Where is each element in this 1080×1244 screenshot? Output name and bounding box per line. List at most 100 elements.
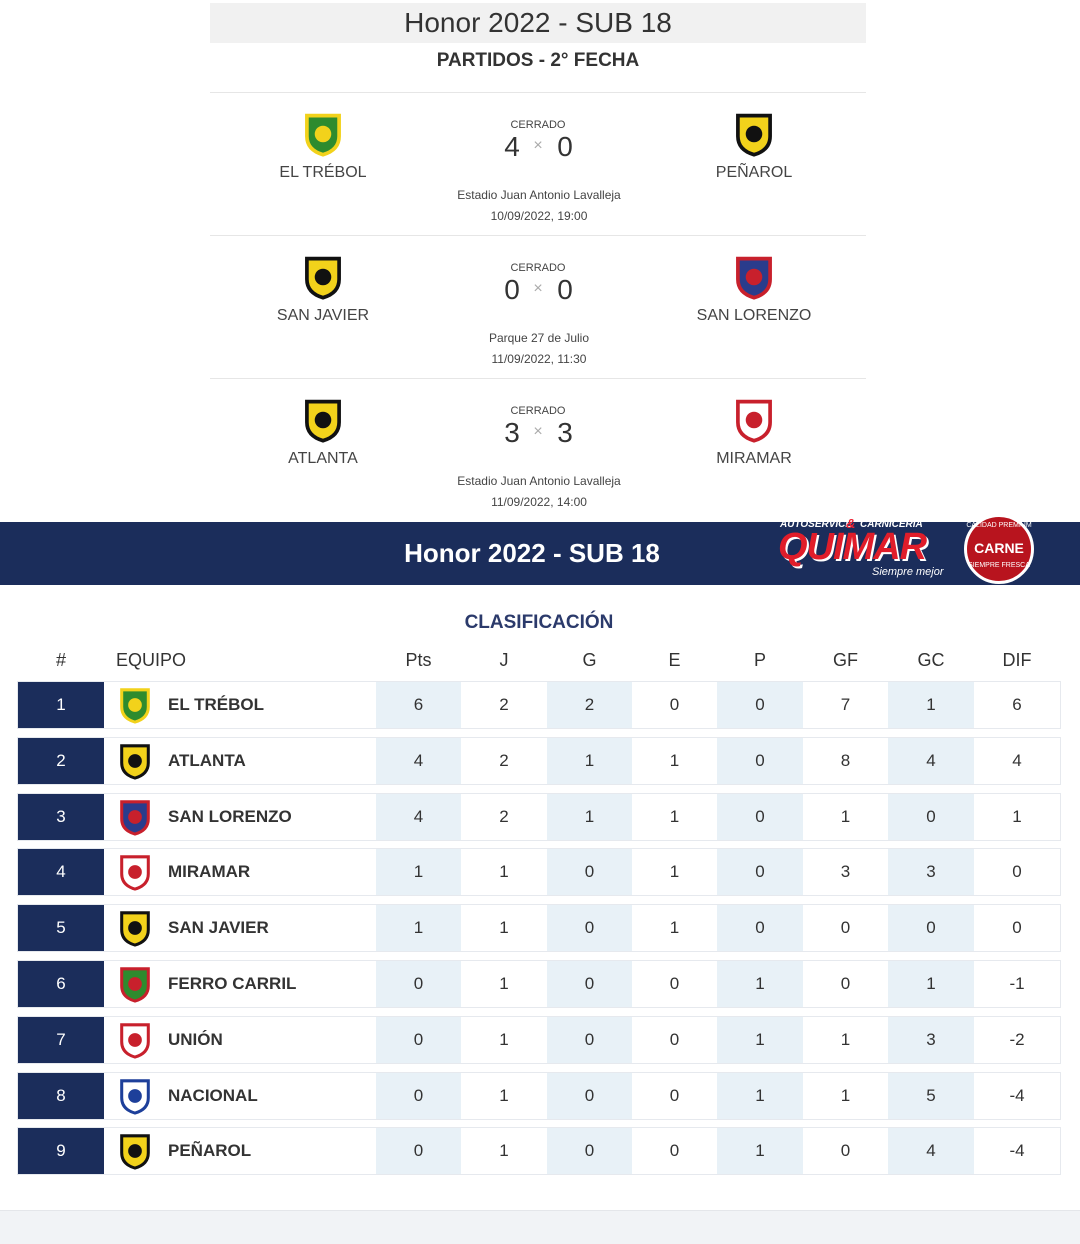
stat: 0 <box>840 974 851 993</box>
team-name: EL TRÉBOL <box>168 695 265 714</box>
stat: 0 <box>669 1029 680 1049</box>
stat: 1 <box>1012 806 1022 826</box>
stat: 1 <box>499 862 509 882</box>
match-status: CERRADO <box>510 405 566 417</box>
stat: 2 <box>499 750 509 770</box>
seal <box>964 514 1034 584</box>
column-header: P <box>753 650 766 670</box>
stat: 1 <box>717 1016 803 1063</box>
stat: 0 <box>717 682 803 728</box>
position: 5 <box>18 905 104 952</box>
match-status: CERRADO <box>510 119 566 131</box>
home-team: ATLANTA <box>288 450 358 467</box>
stat: 0 <box>669 974 680 993</box>
team-crest <box>736 256 772 300</box>
stat: 2 <box>547 682 632 728</box>
stat: -4 <box>1009 1141 1025 1161</box>
sponsor-name: QUIMAR <box>778 526 927 568</box>
stat: 2 <box>499 695 509 714</box>
stat: 4 <box>1012 750 1022 770</box>
stat: 0 <box>547 961 632 1007</box>
stat: 2 <box>499 806 509 826</box>
stat: 6 <box>376 682 461 728</box>
team-crest <box>120 1078 150 1115</box>
position: 4 <box>18 849 104 896</box>
stat: 0 <box>717 905 803 952</box>
away-score: 0 <box>557 131 573 162</box>
row-frame <box>18 737 1060 784</box>
team-crest <box>305 113 341 157</box>
stat: 0 <box>840 918 851 938</box>
column-header: E <box>668 650 681 670</box>
stat: 0 <box>547 905 632 952</box>
table-title: CLASIFICACIÓN <box>464 612 614 633</box>
team-crest <box>120 911 150 947</box>
position: 7 <box>18 1016 104 1063</box>
stat: 3 <box>840 862 851 882</box>
column-header: J <box>499 650 509 670</box>
row-frame <box>18 849 1060 896</box>
stat: 0 <box>547 1128 632 1175</box>
sponsor-amp: & <box>846 516 856 531</box>
stat: 1 <box>717 1072 803 1119</box>
stat: 0 <box>840 1141 851 1161</box>
stat: 8 <box>840 750 851 770</box>
stat: 3 <box>888 849 974 896</box>
position: 8 <box>18 1072 104 1119</box>
team-crest <box>120 799 150 836</box>
team-name: MIRAMAR <box>168 862 251 882</box>
home-team: SAN JAVIER <box>276 307 370 324</box>
stat: 1 <box>669 750 680 770</box>
row-frame <box>18 961 1060 1007</box>
stat: 0 <box>1012 918 1022 938</box>
stat: 1 <box>669 918 680 938</box>
stat: 1 <box>717 961 803 1007</box>
stat: 4 <box>376 737 461 784</box>
stat: 1 <box>840 1029 851 1049</box>
stat: 0 <box>376 1128 461 1175</box>
stat: 7 <box>840 695 851 714</box>
stat: 1 <box>499 1085 509 1105</box>
team-crest <box>736 399 772 443</box>
banner <box>0 522 1080 585</box>
match-datetime: 10/09/2022, 19:00 <box>490 209 588 223</box>
seal-mid: CARNE <box>974 540 1024 556</box>
stat: 1 <box>499 974 509 993</box>
stat: 0 <box>669 695 680 714</box>
stat: 1 <box>376 905 461 952</box>
away-score: 3 <box>557 417 573 448</box>
stat: 1 <box>499 918 509 938</box>
stat: 0 <box>547 1072 632 1119</box>
team-name: PEÑAROL <box>168 1141 252 1161</box>
match-datetime: 11/09/2022, 14:00 <box>491 495 587 509</box>
stat: 0 <box>888 793 974 840</box>
column-header: EQUIPO <box>116 650 187 670</box>
team-name: ATLANTA <box>168 750 246 770</box>
stat: 1 <box>376 849 461 896</box>
away-team: MIRAMAR <box>716 450 792 467</box>
home-score: 3 <box>504 417 520 448</box>
separator <box>210 235 866 236</box>
stat: 1 <box>669 862 680 882</box>
stat: -2 <box>1009 1029 1025 1049</box>
stat: -4 <box>1009 1085 1025 1105</box>
stat: 3 <box>888 1016 974 1063</box>
match-datetime: 11/09/2022, 11:30 <box>491 352 587 366</box>
stat: 0 <box>547 849 632 896</box>
sponsor-slogan: Siempre mejor <box>872 566 944 578</box>
team-name: SAN LORENZO <box>168 806 292 826</box>
stat: 0 <box>376 1016 461 1063</box>
stat: 4 <box>376 793 461 840</box>
home-score: 0 <box>504 274 520 305</box>
team-crest <box>120 1134 150 1171</box>
away-team: SAN LORENZO <box>696 307 812 324</box>
position: 6 <box>18 961 104 1007</box>
stat: 1 <box>840 1085 851 1105</box>
row-frame <box>18 905 1060 952</box>
home-team: EL TRÉBOL <box>279 164 367 181</box>
stat: 0 <box>1012 862 1022 882</box>
position: 2 <box>18 737 104 784</box>
stat: 4 <box>888 1128 974 1175</box>
column-header: GC <box>917 650 945 670</box>
